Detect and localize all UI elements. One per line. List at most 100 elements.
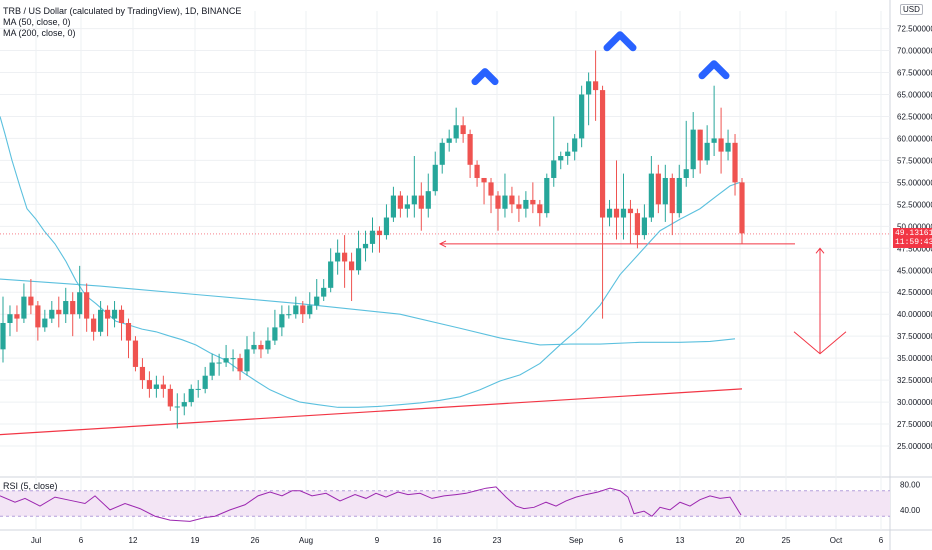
candle-down <box>91 314 97 341</box>
candle-down <box>376 226 383 253</box>
candle-down <box>84 283 90 332</box>
symbol-label[interactable]: TRB / US Dollar (calculated by TradingVi… <box>3 6 242 16</box>
candle-body <box>153 384 159 389</box>
candle-down <box>655 164 661 214</box>
candle-up <box>63 287 69 323</box>
candle-down <box>732 134 738 196</box>
candle-body <box>425 191 431 209</box>
candle-down <box>237 353 243 381</box>
candle-up <box>439 138 445 174</box>
candle-down <box>167 384 173 411</box>
candle-up <box>153 375 159 398</box>
candle-body <box>244 349 250 372</box>
rsi-tick-label: 40.00 <box>900 506 921 515</box>
candle-body <box>599 90 606 218</box>
candle-body <box>523 199 529 209</box>
candle-down <box>342 235 348 288</box>
candle-up <box>230 349 236 372</box>
candle-up <box>551 116 557 187</box>
price-tick-label: 40.000000 <box>897 310 932 319</box>
candle-down <box>495 191 501 231</box>
candle-body <box>460 125 466 135</box>
candle-body <box>586 81 592 95</box>
candle-body <box>669 177 675 214</box>
candle-body <box>77 292 83 315</box>
candle-up <box>181 393 187 416</box>
candle-body <box>383 217 390 236</box>
candle-down <box>697 129 703 174</box>
price-tick-label: 70.000000 <box>897 47 932 56</box>
candle-body <box>697 129 703 161</box>
candle-body <box>307 305 313 315</box>
candle-body <box>70 301 76 315</box>
time-tick-label: Sep <box>569 536 584 545</box>
price-tick-label: 25.000000 <box>897 442 932 451</box>
candle-up <box>544 173 550 218</box>
rsi-label[interactable]: RSI (5, close) <box>3 481 58 491</box>
ma200-label[interactable]: MA (200, close, 0) <box>3 28 76 38</box>
candle-body <box>98 309 104 332</box>
candle-up <box>0 296 6 363</box>
candle-body <box>28 296 34 306</box>
candle-up <box>314 279 320 310</box>
candle-body <box>139 366 146 381</box>
candle-down <box>28 279 34 315</box>
candle-down <box>634 208 641 249</box>
candle-up <box>195 380 201 398</box>
time-tick-label: 13 <box>676 536 685 545</box>
currency-badge[interactable]: USD <box>900 4 923 15</box>
candle-up <box>223 344 229 367</box>
time-tick-label: 9 <box>375 536 380 545</box>
time-tick-label: 20 <box>736 536 745 545</box>
candle-body <box>418 195 424 209</box>
candle-up <box>704 125 710 165</box>
candle-body <box>551 160 557 178</box>
candle-body <box>160 384 166 389</box>
candle-body <box>704 142 710 161</box>
candle-up <box>355 230 362 275</box>
candle-body <box>432 164 438 192</box>
candle-up <box>690 112 696 178</box>
candle-up <box>216 353 222 376</box>
candle-body <box>739 182 745 234</box>
ma50-line <box>0 116 741 408</box>
time-tick-label: Aug <box>299 536 313 545</box>
time-tick-label: 19 <box>191 536 200 545</box>
candle-body <box>42 318 48 328</box>
candle-body <box>390 195 397 218</box>
candle-body <box>676 177 682 214</box>
candle-body <box>592 81 599 91</box>
candle-body <box>732 142 738 183</box>
candle-down <box>418 182 424 231</box>
candle-body <box>146 380 153 389</box>
time-tick-label: 25 <box>782 536 791 545</box>
candle-down <box>70 292 76 337</box>
ma50-label[interactable]: MA (50, close, 0) <box>3 17 71 27</box>
candle-down <box>537 199 543 227</box>
candle-down <box>348 252 355 302</box>
candle-body <box>530 199 536 205</box>
target-arrow-head <box>793 331 847 355</box>
candle-body <box>579 94 585 139</box>
candle-body <box>104 309 111 319</box>
candle-down <box>599 85 606 319</box>
candle-up <box>362 230 369 262</box>
candle-body <box>35 305 41 328</box>
candle-up <box>209 353 215 381</box>
candle-body <box>572 138 578 152</box>
candle-body <box>397 195 403 209</box>
candle-body <box>411 195 417 205</box>
price-tick-label: 72.500000 <box>897 25 932 34</box>
candle-down <box>509 186 515 214</box>
candle-up <box>683 120 689 187</box>
head-marker <box>603 31 637 52</box>
rsi-tick-label: 80.00 <box>900 480 921 489</box>
candle-body <box>300 305 306 315</box>
candle-body <box>453 125 459 139</box>
candle-body <box>216 362 222 364</box>
time-tick-label: 6 <box>619 536 624 545</box>
candle-up <box>286 305 292 319</box>
candle-down <box>516 195 522 222</box>
